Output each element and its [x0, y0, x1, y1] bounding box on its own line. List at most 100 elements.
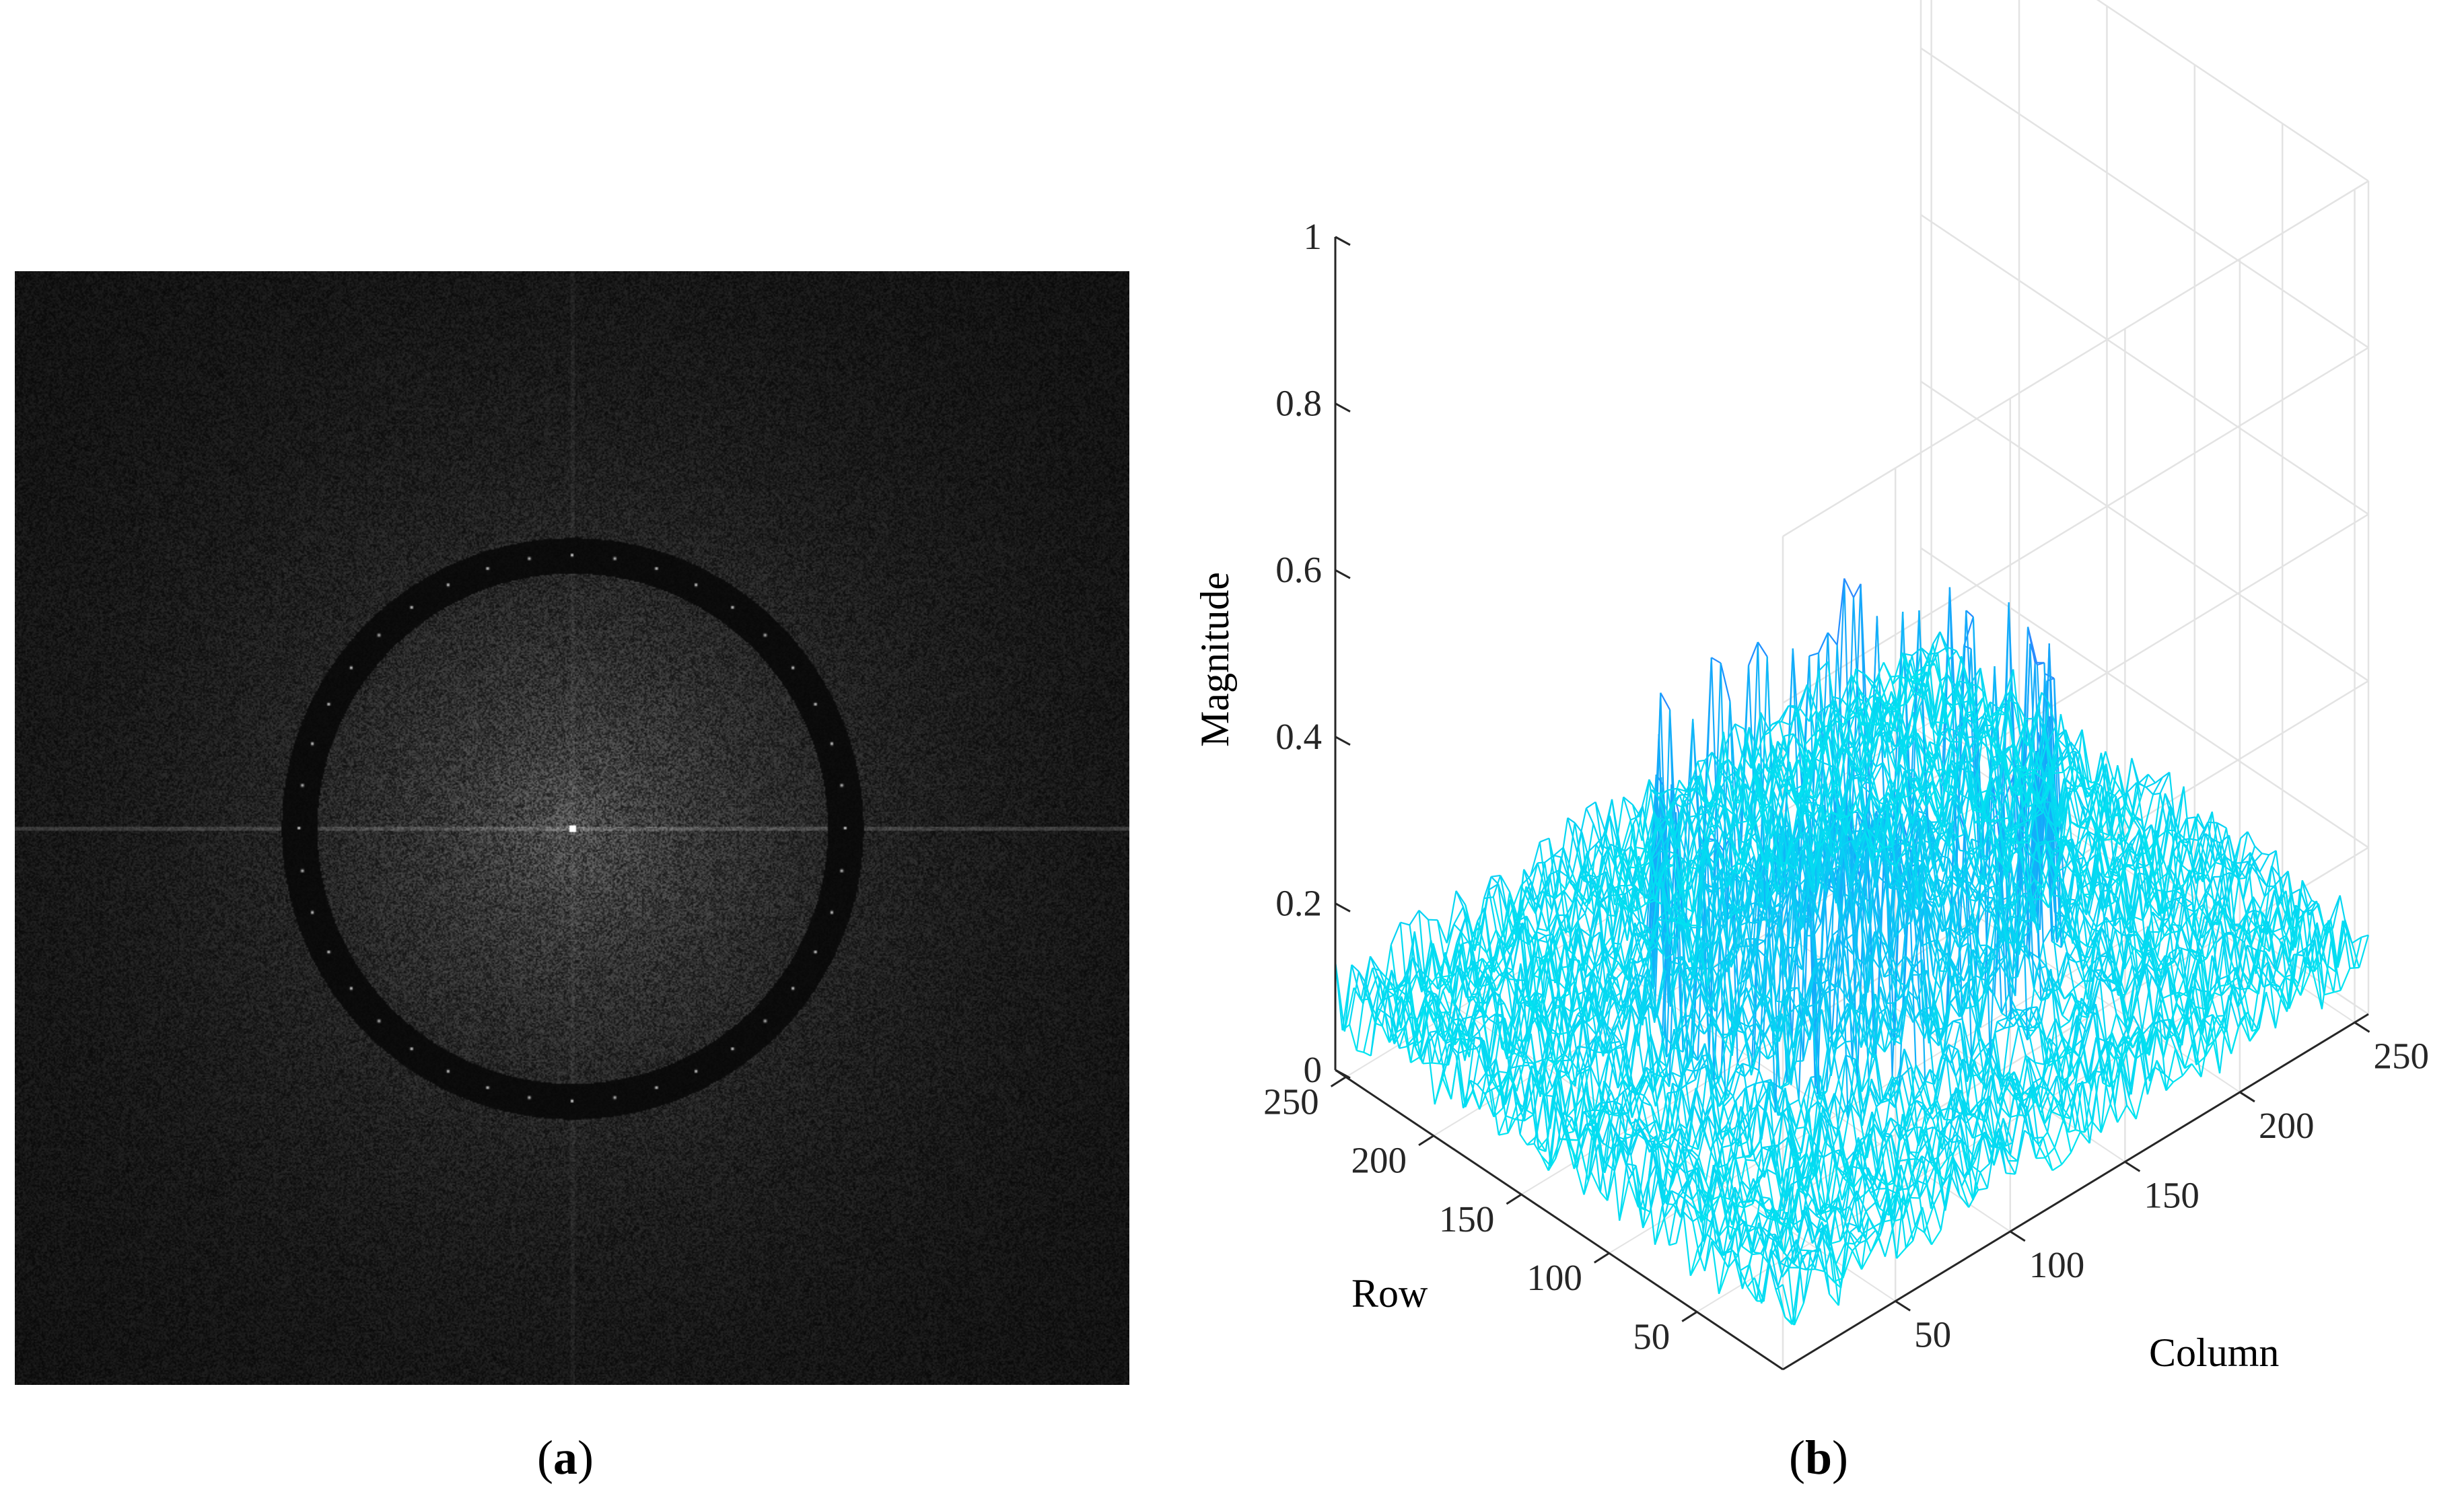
surface-segment	[2070, 1131, 2081, 1153]
surface-segment	[1745, 1159, 1755, 1161]
surface-segment	[2103, 920, 2113, 923]
surface-segment	[2218, 933, 2227, 987]
surface-segment	[2313, 927, 2325, 972]
surface-segment	[1732, 1250, 1743, 1289]
surface-segment	[1647, 1181, 1656, 1245]
surface-segment	[1833, 1281, 1841, 1289]
surface-segment	[2039, 1089, 2048, 1108]
surface-segment	[1939, 1110, 1948, 1159]
surface-segment	[1955, 1076, 1966, 1117]
surface-segment	[2267, 962, 2276, 1029]
surface-segment	[2074, 1048, 2085, 1079]
surface-segment	[2033, 1021, 2043, 1032]
surface-segment	[2027, 1057, 2039, 1086]
surface-segment	[1975, 992, 1985, 1007]
surface-segment	[2222, 907, 2231, 959]
surface-segment	[1963, 1176, 1974, 1201]
surface-segment	[2009, 1114, 2020, 1118]
surface-segment	[2216, 1015, 2224, 1017]
surface-segment	[1833, 1093, 1845, 1114]
surface-segment	[2098, 931, 2109, 960]
surface-segment	[2045, 1018, 2057, 1041]
surface-segment	[2165, 1048, 2177, 1091]
surface-segment	[2207, 1015, 2218, 1047]
surface-segment	[2100, 978, 2110, 982]
surface-segment	[1950, 1023, 1961, 1063]
surface-segment	[2254, 896, 2265, 927]
surface-segment	[1728, 1138, 1740, 1200]
surface-segment	[1654, 1206, 1663, 1245]
surface-segment	[2100, 1104, 2111, 1133]
surface-segment	[1965, 949, 1974, 1009]
surface-segment	[1782, 1111, 1793, 1155]
surface-segment	[1967, 942, 1979, 964]
surface-segment	[2047, 1132, 2055, 1148]
surface-segment	[1895, 1192, 1906, 1207]
surface-segment	[2018, 1114, 2027, 1117]
surface-segment	[2243, 925, 2252, 947]
surface-segment	[2076, 1083, 2086, 1133]
surface-segment	[1831, 1041, 1840, 1080]
surface-segment	[2018, 946, 2030, 960]
surface-segment	[1961, 1186, 1970, 1208]
surface-segment	[1932, 1119, 1943, 1149]
surface-segment	[1895, 1194, 1905, 1259]
surface-segment	[1702, 1125, 1712, 1150]
surface-segment	[2238, 877, 2246, 880]
surface-segment	[1832, 1206, 1841, 1242]
surface-segment	[2198, 906, 2209, 921]
surface-segment	[2165, 1033, 2176, 1041]
surface-segment	[1989, 961, 2000, 978]
surface-segment	[1703, 1189, 1714, 1200]
surface-segment	[2181, 865, 2192, 874]
surface-segment	[1658, 1139, 1666, 1143]
surface-segment	[1826, 1093, 1835, 1113]
surface-segment	[2146, 782, 2156, 788]
surface-segment	[1878, 1137, 1889, 1174]
surface-segment	[1914, 1009, 1924, 1020]
surface-segment	[2061, 1115, 2071, 1120]
surface-segment	[2084, 1071, 2095, 1133]
surface-segment	[1691, 1221, 1701, 1258]
surface-segment	[1994, 1027, 2005, 1033]
surface-segment	[1872, 1186, 1880, 1209]
surface-segment	[2216, 903, 2228, 925]
surface-segment	[1935, 1007, 1944, 1058]
surface-segment	[2200, 853, 2210, 920]
surface-segment	[1886, 1188, 1897, 1194]
surface-segment	[1777, 1137, 1789, 1146]
surface-segment	[2059, 958, 2070, 989]
surface-segment	[2093, 921, 2105, 948]
surface-segment	[2097, 978, 2105, 982]
surface-segment	[2300, 972, 2311, 996]
surface-segment	[1687, 1149, 1697, 1160]
surface-segment	[1831, 1148, 1842, 1157]
surface-segment	[2113, 980, 2121, 988]
surface-segment	[1734, 1229, 1744, 1289]
surface-segment	[1948, 961, 1960, 984]
surface-segment	[2135, 931, 2144, 960]
surface-segment	[2051, 1111, 2062, 1117]
surface-segment	[1837, 1079, 1849, 1118]
surface-segment	[1786, 1165, 1796, 1171]
surface-segment	[2095, 1003, 2104, 1083]
surface-segment	[1691, 1124, 1702, 1151]
surface-segment	[2181, 1063, 2193, 1077]
surface-segment	[1940, 970, 1947, 972]
surface-segment	[2176, 1003, 2187, 1026]
surface-segment	[1833, 1277, 1843, 1283]
surface-segment	[1983, 1097, 1994, 1143]
surface-segment	[2297, 948, 2307, 984]
surface-segment	[2016, 945, 2028, 977]
surface-segment	[2025, 1054, 2036, 1063]
surface-segment	[2149, 903, 2160, 917]
surface-segment	[1741, 1254, 1753, 1289]
surface-segment	[1980, 1048, 1990, 1083]
surface-segment	[1801, 1135, 1810, 1182]
surface-segment	[2216, 1015, 2227, 1033]
surface-segment	[1998, 961, 2009, 979]
surface-segment	[1818, 1213, 1827, 1223]
surface-segment	[1845, 1040, 1855, 1043]
surface-segment	[1881, 1014, 1893, 1040]
surface-segment	[1736, 1225, 1748, 1256]
